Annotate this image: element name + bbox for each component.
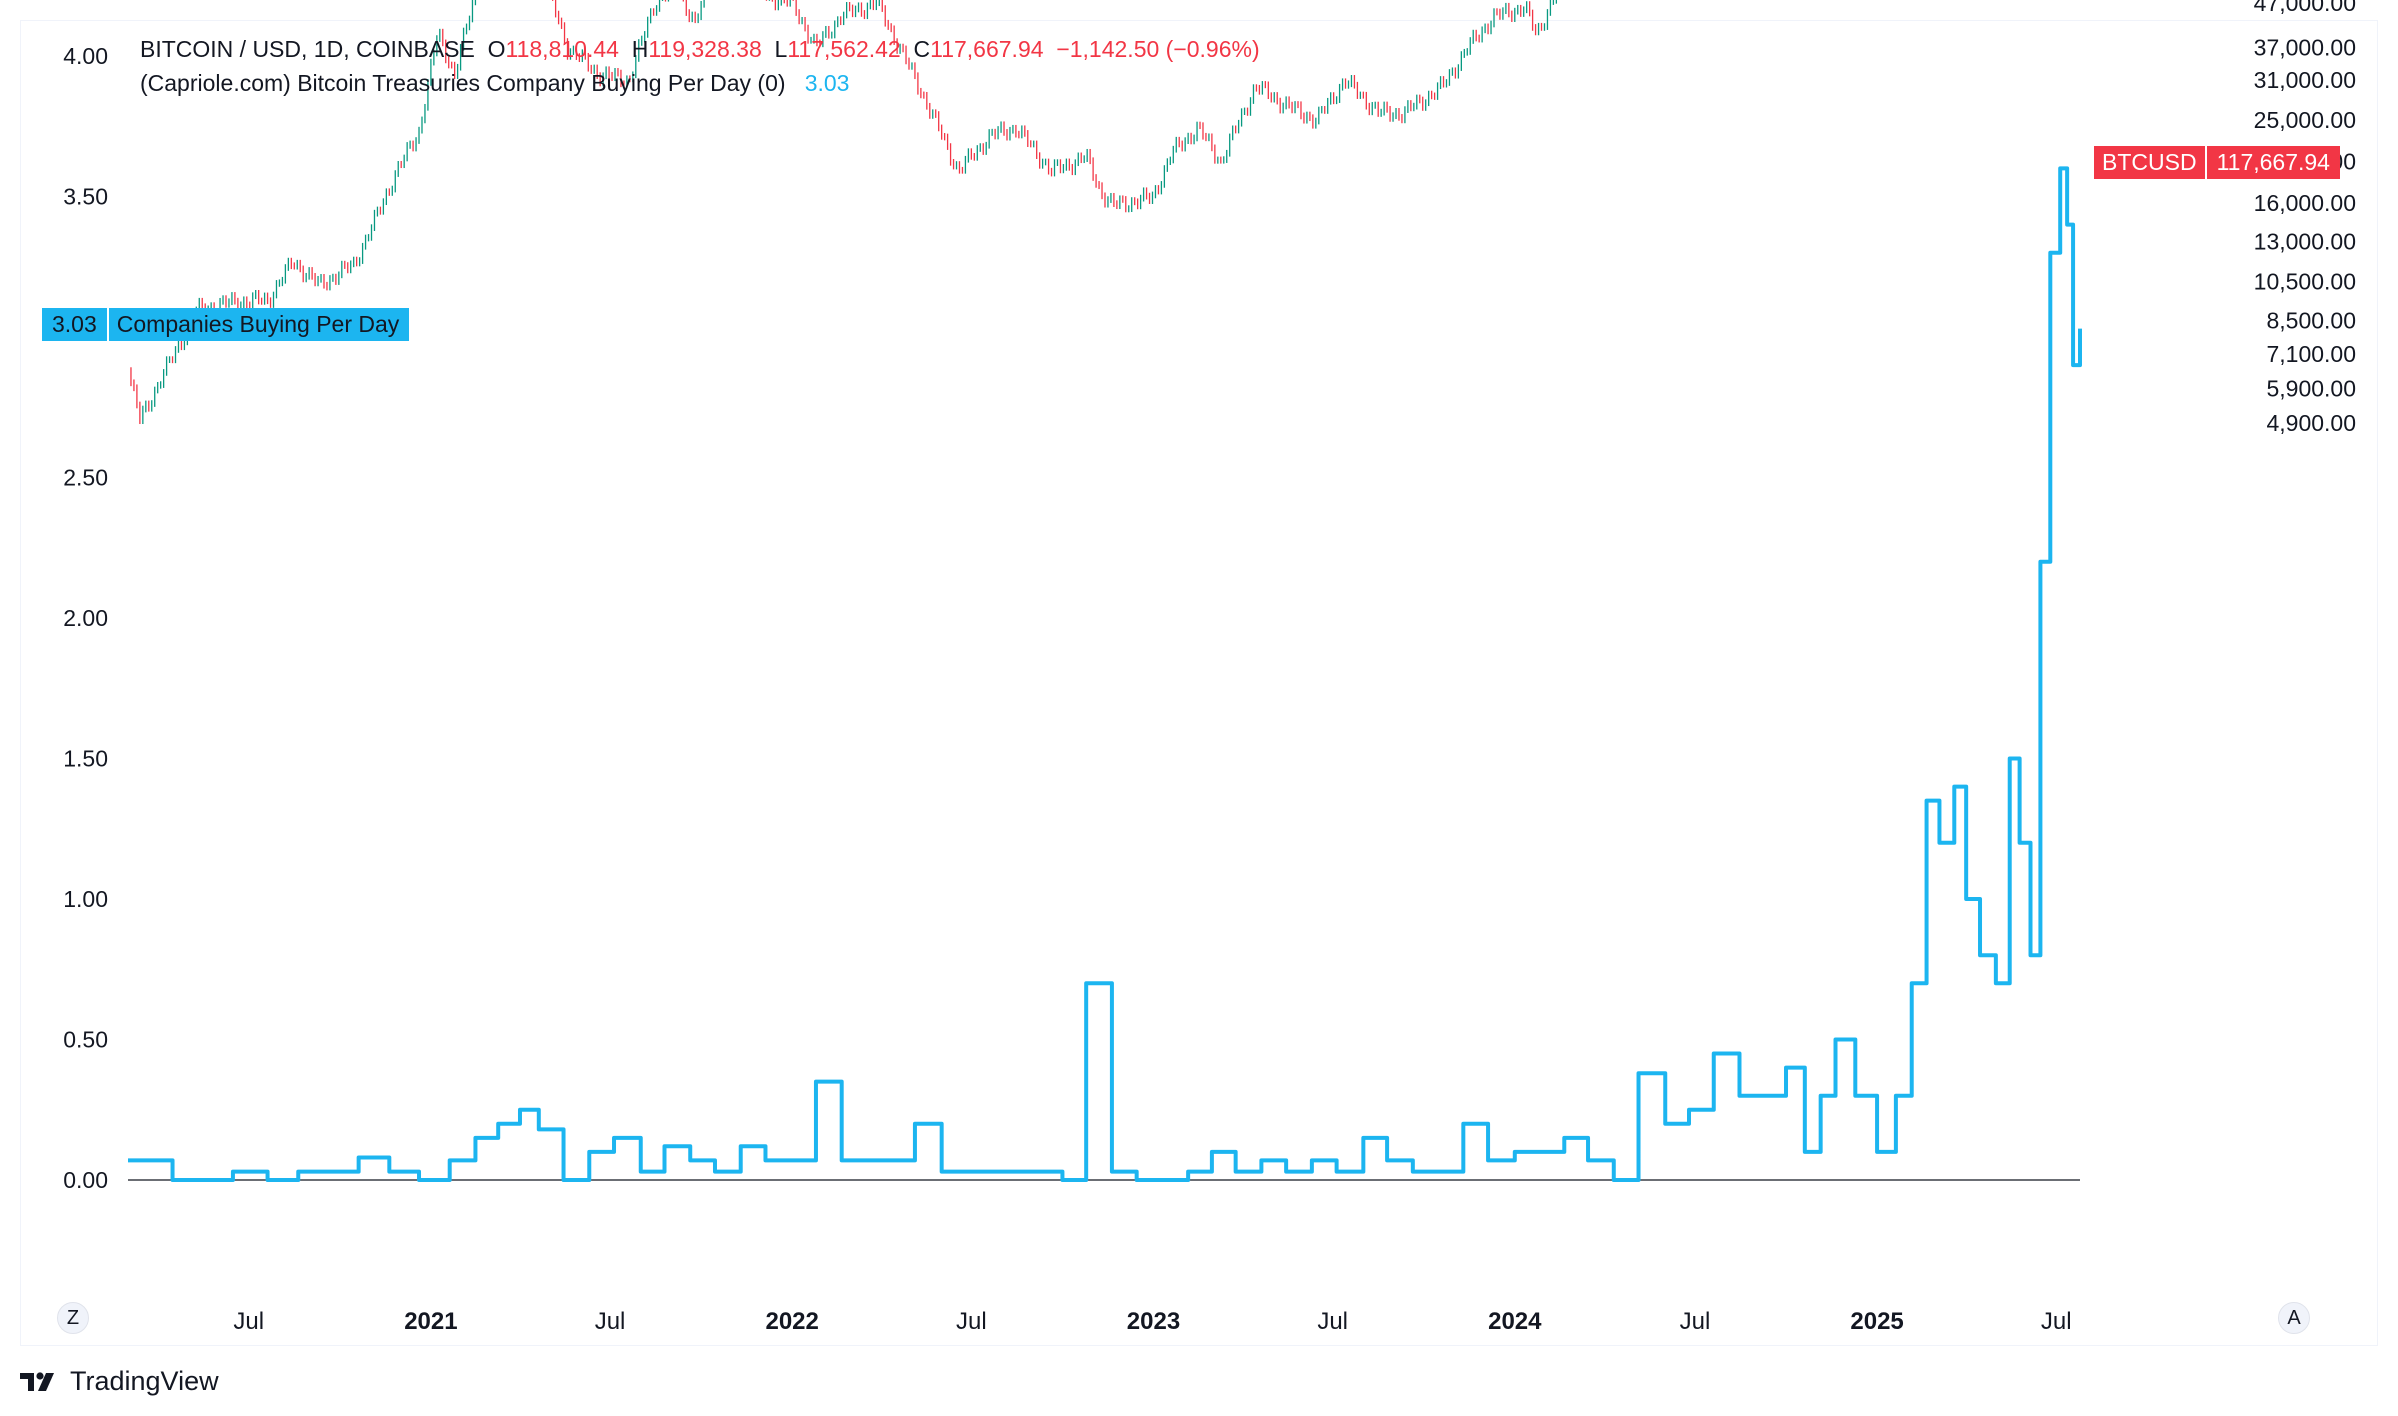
chart-frame [20, 20, 2378, 1346]
left-axis-tick: 1.50 [63, 746, 108, 772]
brand-name: TradingView [70, 1366, 219, 1396]
indicator-name[interactable]: (Capriole.com) Bitcoin Treasuries Compan… [140, 70, 786, 96]
indicator-tag-value: 3.03 [42, 308, 107, 341]
price-tag-value: 117,667.94 [2206, 146, 2340, 179]
left-axis-tick: 2.00 [63, 605, 108, 631]
x-axis-tick: Jul [1317, 1308, 1348, 1335]
symbol-title[interactable]: BITCOIN / USD, 1D, COINBASE [140, 36, 475, 62]
left-axis-tick: 4.00 [63, 43, 108, 69]
x-axis-tick: 2021 [404, 1308, 457, 1335]
x-axis-tick: 2025 [1850, 1308, 1903, 1335]
ohlc-legend: BITCOIN / USD, 1D, COINBASE O118,810.44 … [140, 36, 1260, 63]
low-value: 117,562.42 [787, 36, 901, 62]
right-axis-tick: 7,100.00 [2266, 341, 2356, 367]
right-axis-tick: 25,000.00 [2254, 107, 2356, 133]
zoom-button[interactable]: Z [57, 1302, 89, 1334]
x-axis-tick: Jul [956, 1308, 987, 1335]
low-label: L [774, 36, 788, 62]
high-value: 119,328.38 [648, 36, 762, 62]
tradingview-logo-icon [20, 1371, 54, 1391]
left-axis-tick: 2.50 [63, 465, 108, 491]
indicator-price-tag: 3.03 Companies Buying Per Day [42, 308, 410, 341]
x-axis-tick: Jul [233, 1308, 264, 1335]
left-axis-tick: 3.50 [63, 184, 108, 210]
x-axis-tick: Jul [1680, 1308, 1711, 1335]
right-axis-tick: 47,000.00 [2254, 0, 2356, 16]
indicator-tag-label: Companies Buying Per Day [108, 308, 410, 341]
open-label: O [487, 36, 506, 62]
x-axis-tick: Jul [595, 1308, 626, 1335]
right-axis-tick: 16,000.00 [2254, 190, 2356, 216]
x-axis-tick: 2023 [1127, 1308, 1180, 1335]
right-axis-tick: 37,000.00 [2254, 34, 2356, 60]
tradingview-brand[interactable]: TradingView [20, 1366, 219, 1397]
close-label: C [913, 36, 931, 62]
indicator-line [128, 166, 2082, 1182]
indicator-value: 3.03 [804, 70, 850, 96]
x-axis-tick: 2024 [1488, 1308, 1542, 1335]
x-axis-tick: Jul [2041, 1308, 2072, 1335]
right-axis-tick: 13,000.00 [2254, 229, 2356, 255]
left-axis-tick: 0.00 [63, 1167, 108, 1193]
close-value: 117,667.94 [930, 36, 1044, 62]
right-axis-tick: 4,900.00 [2266, 410, 2356, 436]
right-axis-tick: 10,500.00 [2254, 268, 2356, 294]
x-axis-tick: 2022 [765, 1308, 818, 1335]
auto-scale-button[interactable]: A [2278, 1302, 2310, 1334]
btc-price-tag: BTCUSD 117,667.94 [2094, 146, 2340, 179]
open-value: 118,810.44 [505, 36, 619, 62]
right-axis-tick: 5,900.00 [2266, 376, 2356, 402]
right-axis-tick: 8,500.00 [2266, 308, 2356, 334]
left-axis-tick: 0.50 [63, 1027, 108, 1053]
change-value: −1,142.50 (−0.96%) [1056, 36, 1260, 62]
price-tag-symbol: BTCUSD [2094, 146, 2205, 179]
right-axis-tick: 31,000.00 [2254, 67, 2356, 93]
indicator-legend[interactable]: (Capriole.com) Bitcoin Treasuries Compan… [140, 70, 849, 97]
left-axis-tick: 1.00 [63, 886, 108, 912]
high-label: H [631, 36, 649, 62]
